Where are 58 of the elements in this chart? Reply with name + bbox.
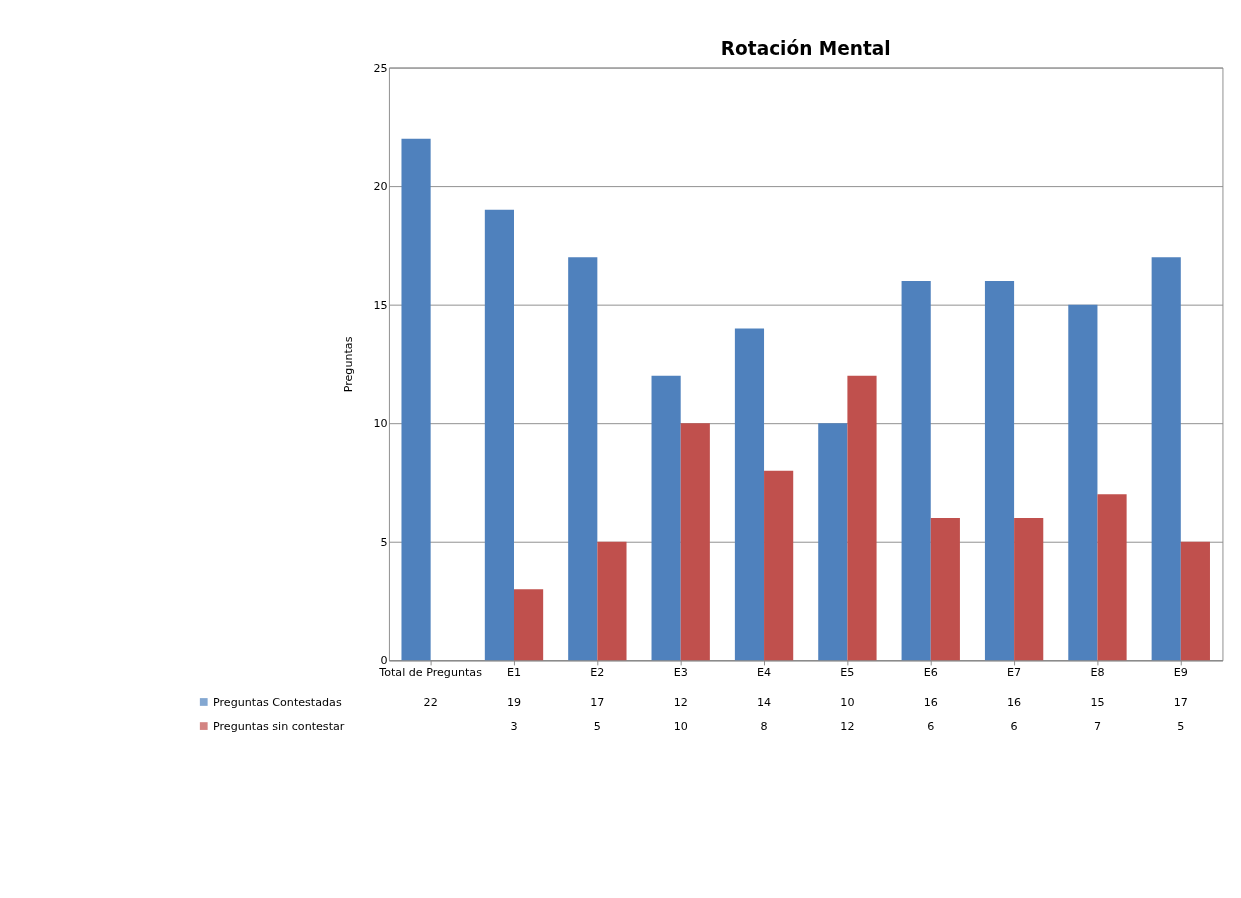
data-label: 6: [1010, 719, 1018, 733]
data-label: 15: [1090, 695, 1105, 709]
chart-title: Rotación Mental: [720, 37, 891, 59]
bar: [401, 138, 431, 661]
legend-label: Preguntas Contestadas: [213, 695, 342, 709]
data-label: 5: [1177, 719, 1185, 733]
data-label: 14: [756, 695, 772, 709]
data-label: 10: [673, 719, 688, 733]
y-tick-label: 5: [380, 535, 388, 549]
data-label: 12: [673, 695, 688, 709]
bar: [484, 209, 514, 661]
data-label: 16: [1007, 695, 1022, 709]
legend-label: Preguntas sin contestar: [213, 719, 345, 733]
x-tick-label: E8: [1090, 665, 1105, 679]
x-tick-label: E2: [590, 665, 605, 679]
y-tick-label: 10: [373, 417, 388, 431]
data-label: 17: [1173, 695, 1188, 709]
y-tick-label: 0: [380, 654, 388, 668]
data-label: 10: [840, 695, 855, 709]
bar: [514, 589, 544, 661]
bar: [930, 518, 960, 661]
bar: [680, 423, 710, 661]
x-tick-label: E3: [673, 665, 688, 679]
y-tick-label: 15: [373, 298, 388, 312]
bar: [1151, 257, 1181, 661]
bar: [651, 375, 681, 661]
data-label: 6: [927, 719, 935, 733]
x-tick-label: E9: [1173, 665, 1188, 679]
bar: [568, 257, 598, 661]
data-label: 16: [923, 695, 938, 709]
x-tick-label: E4: [757, 665, 772, 679]
data-label: 22: [423, 695, 438, 709]
x-tick-label: E5: [840, 665, 855, 679]
x-tick-label: Total de Preguntas: [378, 665, 483, 679]
bar: [901, 280, 931, 661]
bar: [597, 541, 627, 661]
data-label: 8: [760, 719, 768, 733]
bar: [1068, 304, 1098, 661]
bar: [847, 375, 877, 661]
y-tick-label: 25: [373, 61, 388, 75]
y-tick-label: 20: [373, 180, 388, 194]
bar: [1097, 494, 1127, 661]
data-label: 3: [510, 719, 518, 733]
bar: [818, 423, 848, 661]
bar: [984, 280, 1015, 661]
data-label: 7: [1093, 719, 1101, 733]
x-tick-label: E7: [1007, 665, 1022, 679]
bar: [1180, 541, 1210, 661]
x-tick-label: E1: [506, 665, 522, 679]
x-tick-label: E6: [923, 665, 938, 679]
data-label: 12: [840, 719, 855, 733]
bar: [1014, 518, 1044, 661]
data-label: 5: [593, 719, 601, 733]
data-label: 19: [506, 695, 522, 709]
bar: [764, 470, 794, 661]
data-label: 17: [590, 695, 605, 709]
y-axis-title: Preguntas: [342, 336, 356, 393]
bar: [734, 328, 765, 661]
